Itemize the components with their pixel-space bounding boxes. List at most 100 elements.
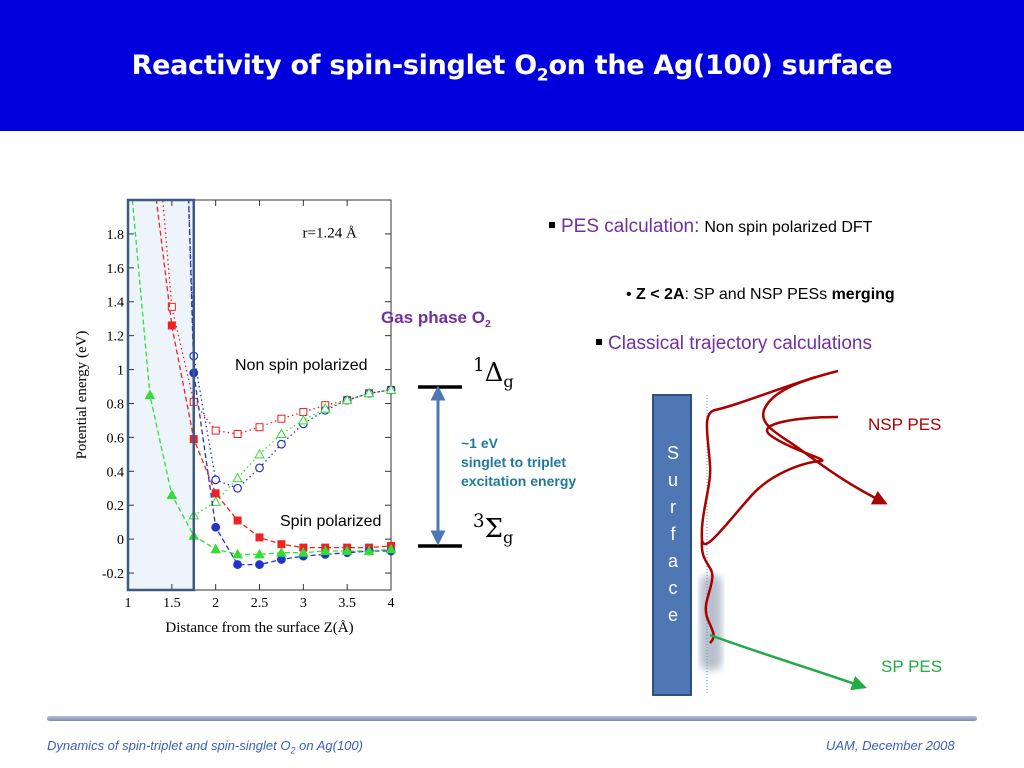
bullet-pes-calculation: PES calculation: Non spin polarized DFT xyxy=(549,216,872,238)
header-bar: Reactivity of spin-singlet O2on the Ag(1… xyxy=(0,0,1024,131)
x-tick-label: 2 xyxy=(212,596,219,611)
data-point xyxy=(341,394,353,405)
highlight-region-border xyxy=(126,198,195,592)
bullet-classical-trajectory: Classical trajectory calculations xyxy=(596,333,872,355)
footer-left-main: Dynamics of spin-triplet and spin-single… xyxy=(47,738,291,753)
surface-slab xyxy=(652,394,692,696)
y-tick-label: 0.4 xyxy=(107,465,125,480)
slide-title: Reactivity of spin-singlet O2on the Ag(1… xyxy=(0,50,1024,85)
data-point xyxy=(166,489,178,500)
nsp-pes-curve-upper xyxy=(700,369,839,546)
chart-title: r=1.24 Å xyxy=(302,225,356,241)
energy-line-1: ~1 eV xyxy=(461,435,498,451)
x-tick-label: 4 xyxy=(388,596,395,611)
nsp-pes-curve-lower xyxy=(700,539,715,644)
data-point xyxy=(363,387,375,398)
footer-right: UAM, December 2008 xyxy=(826,738,955,753)
classical-text: Classical trajectory calculations xyxy=(608,333,872,354)
data-point xyxy=(276,547,287,557)
data-point xyxy=(144,389,156,399)
delta-symbol: Δ xyxy=(484,358,504,388)
data-point xyxy=(211,522,221,532)
y-tick-label: 0.2 xyxy=(107,499,125,514)
y-tick-label: 1.2 xyxy=(107,330,125,345)
surface-letter: c xyxy=(668,578,678,598)
data-point xyxy=(233,483,242,493)
nsp-pes-arrow xyxy=(761,375,888,505)
title-subscript: 2 xyxy=(536,65,549,86)
data-point xyxy=(254,448,265,459)
title-main: Reactivity of spin-singlet O xyxy=(131,50,538,81)
data-point xyxy=(255,560,264,569)
series-line-4 xyxy=(187,200,391,566)
data-point xyxy=(277,439,286,449)
sigma-sup: 3 xyxy=(473,511,485,532)
y-tick-label: 0.6 xyxy=(107,431,125,446)
footer-left: Dynamics of spin-triplet and spin-single… xyxy=(47,738,363,756)
sp-pes-arrow xyxy=(709,633,867,691)
data-point xyxy=(167,302,176,311)
data-point xyxy=(385,384,397,394)
data-point xyxy=(233,430,242,438)
bullet-square-icon xyxy=(549,222,555,229)
spin-polarized-label: Spin polarized xyxy=(280,513,382,530)
data-point xyxy=(233,560,242,569)
title-rest: on the Ag(100) surface xyxy=(548,50,893,81)
footer-left-rest: on Ag(100) xyxy=(295,738,363,753)
delta-sub: g xyxy=(503,371,514,391)
nsp-pes-label: NSP PES xyxy=(868,415,942,434)
x-axis-label: Distance from the surface Z(Å) xyxy=(165,620,353,636)
data-point xyxy=(385,543,397,554)
y-tick-label: 1 xyxy=(117,364,124,379)
data-point xyxy=(211,426,220,435)
x-tick-label: 3.5 xyxy=(338,596,356,611)
series-line-2 xyxy=(193,389,391,516)
x-tick-label: 1 xyxy=(125,596,132,611)
x-tick-label: 1.5 xyxy=(163,596,181,611)
data-point xyxy=(211,475,221,485)
data-point xyxy=(341,545,353,555)
y-tick-label: 1.8 xyxy=(107,228,125,243)
series-line-1 xyxy=(188,200,391,490)
footer-divider xyxy=(47,716,977,721)
surface-letter: u xyxy=(667,470,678,490)
data-point xyxy=(319,403,331,413)
data-point xyxy=(299,407,308,416)
y-axis-label: Potential energy (eV) xyxy=(74,331,90,460)
surface-letter: e xyxy=(667,605,678,625)
z-label: Z < 2A xyxy=(636,286,685,303)
energy-level-diagram xyxy=(418,385,462,548)
bullet-square-icon xyxy=(596,338,602,345)
pes-schematic xyxy=(652,369,888,696)
data-point xyxy=(255,463,264,473)
data-point xyxy=(233,516,242,525)
y-tick-label: 0.8 xyxy=(107,397,125,412)
y-tick-label: 1.6 xyxy=(107,262,125,277)
surface-letter: a xyxy=(667,551,678,571)
sigma-symbol: Σ xyxy=(484,514,503,544)
merging-glow xyxy=(700,575,722,670)
delta-sup: 1 xyxy=(473,355,485,376)
highlight-region-fill xyxy=(128,200,194,590)
data-point xyxy=(210,543,222,554)
potential-energy-chart: 1 1.5 2 2.5 3 3.5 4 -0.2 0 0.2 0.4 0.6 0.8 1 1.2 1.4 1.6… xyxy=(74,198,397,636)
data-point xyxy=(232,548,243,559)
data-point xyxy=(319,545,331,555)
pes-text: Non spin polarized DFT xyxy=(704,219,873,236)
data-point xyxy=(277,555,286,564)
sp-pes-label: SP PES xyxy=(881,657,943,676)
z-text: : SP and NSP PESs xyxy=(684,286,832,303)
gas-phase-text: Gas phase O xyxy=(381,308,485,327)
data-point xyxy=(255,533,264,542)
energy-line-3: excitation energy xyxy=(461,473,577,489)
surface-letter: f xyxy=(670,524,676,544)
bullet-dot-icon: • xyxy=(626,286,637,303)
singlet-delta-term: 1Δg xyxy=(473,355,514,391)
y-tick-label: 0 xyxy=(117,533,124,548)
x-tick-label: 3 xyxy=(300,596,307,611)
z-bold: merging xyxy=(831,286,895,303)
footer-left-sub: 2 xyxy=(290,745,296,756)
data-point xyxy=(210,496,222,506)
data-point xyxy=(232,472,243,483)
gas-phase-label: Gas phase O2 xyxy=(381,308,491,330)
